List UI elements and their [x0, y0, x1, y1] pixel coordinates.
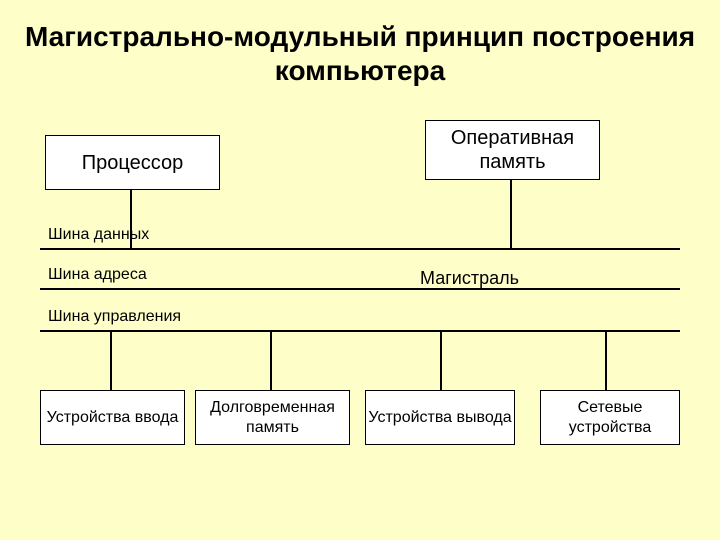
box-cpu: Процессор [45, 135, 220, 190]
magistral-label: Магистраль [420, 268, 519, 289]
bus-label-1: Шина адреса [48, 266, 147, 284]
connector-top-0 [130, 190, 132, 248]
bus-line-1 [40, 288, 680, 290]
bus-label-2: Шина управления [48, 308, 181, 326]
box-bottom-0: Устройства ввода [40, 390, 185, 445]
connector-bottom-2 [440, 330, 442, 390]
bus-line-0 [40, 248, 680, 250]
bus-line-2 [40, 330, 680, 332]
connector-top-1 [510, 180, 512, 248]
box-bottom-1: Долговременная память [195, 390, 350, 445]
box-bottom-2: Устройства вывода [365, 390, 515, 445]
connector-bottom-3 [605, 330, 607, 390]
connector-bottom-0 [110, 330, 112, 390]
connector-bottom-1 [270, 330, 272, 390]
box-bottom-3: Сетевые устройства [540, 390, 680, 445]
diagram-title: Магистрально-модульный принцип построени… [0, 20, 720, 87]
box-ram: Оперативная память [425, 120, 600, 180]
bus-label-0: Шина данных [48, 226, 149, 244]
